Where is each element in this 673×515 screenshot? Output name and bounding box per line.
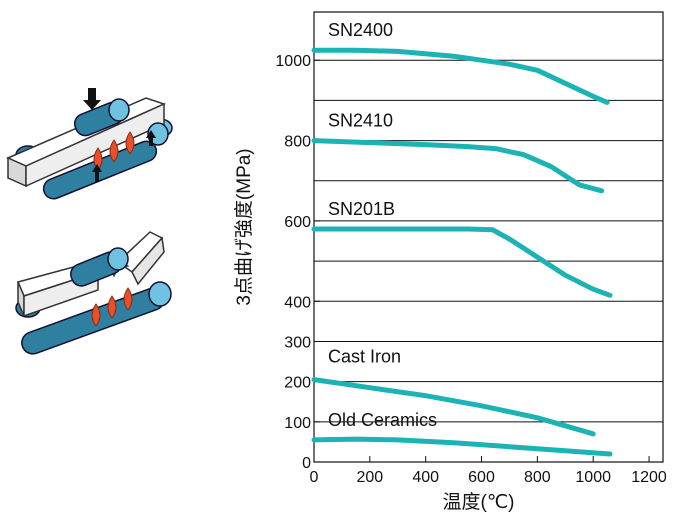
x-tick-label: 0 [310, 469, 319, 486]
y-tick-label: 400 [284, 294, 311, 311]
x-tick-label: 600 [468, 469, 495, 486]
series-label: SN201B [328, 199, 395, 219]
series-line [311, 226, 613, 298]
x-axis-title: 温度(℃) [443, 491, 515, 513]
series-line [311, 436, 613, 457]
x-axis: 0 200 400 600 800 1000 1200 [310, 456, 667, 486]
y-tick-label: 1000 [275, 53, 311, 70]
series-label: Old Ceramics [328, 410, 437, 430]
y-tick-label: 0 [302, 455, 311, 472]
x-tick-label: 1200 [631, 469, 667, 486]
series-line [311, 47, 610, 105]
series-line [311, 377, 596, 437]
x-tick-label: 800 [524, 469, 551, 486]
y-tick-label: 600 [284, 214, 311, 231]
bending-test-intact-icon [6, 88, 173, 200]
y-tick-label: 300 [284, 334, 311, 351]
y-axis: 0 100 200 300 400 600 800 1000 [275, 53, 320, 472]
x-tick-label: 400 [412, 469, 439, 486]
bending-test-broken-icon [15, 231, 172, 355]
series-label: SN2410 [328, 111, 393, 131]
plot-area: 0 200 400 600 800 1000 1200 0 100 200 300 400 600 80… [275, 11, 667, 486]
series-lines [311, 47, 613, 457]
x-tick-label: 1000 [575, 469, 611, 486]
bending-test-illustration [6, 88, 173, 355]
series-labels: SN2400 SN2410 SN201B Cast Iron Old Ceramics [328, 20, 437, 430]
plot-frame [313, 11, 664, 463]
y-tick-label: 800 [284, 134, 311, 151]
y-axis-title: 3点曲げ強度(MPa) [233, 148, 255, 305]
x-tick-label: 200 [356, 469, 383, 486]
y-tick-label: 100 [284, 415, 311, 432]
series-line [311, 138, 605, 194]
grid-lines [314, 59, 663, 423]
series-label: SN2400 [328, 20, 393, 40]
y-tick-label: 200 [284, 375, 311, 392]
series-label: Cast Iron [328, 347, 401, 367]
